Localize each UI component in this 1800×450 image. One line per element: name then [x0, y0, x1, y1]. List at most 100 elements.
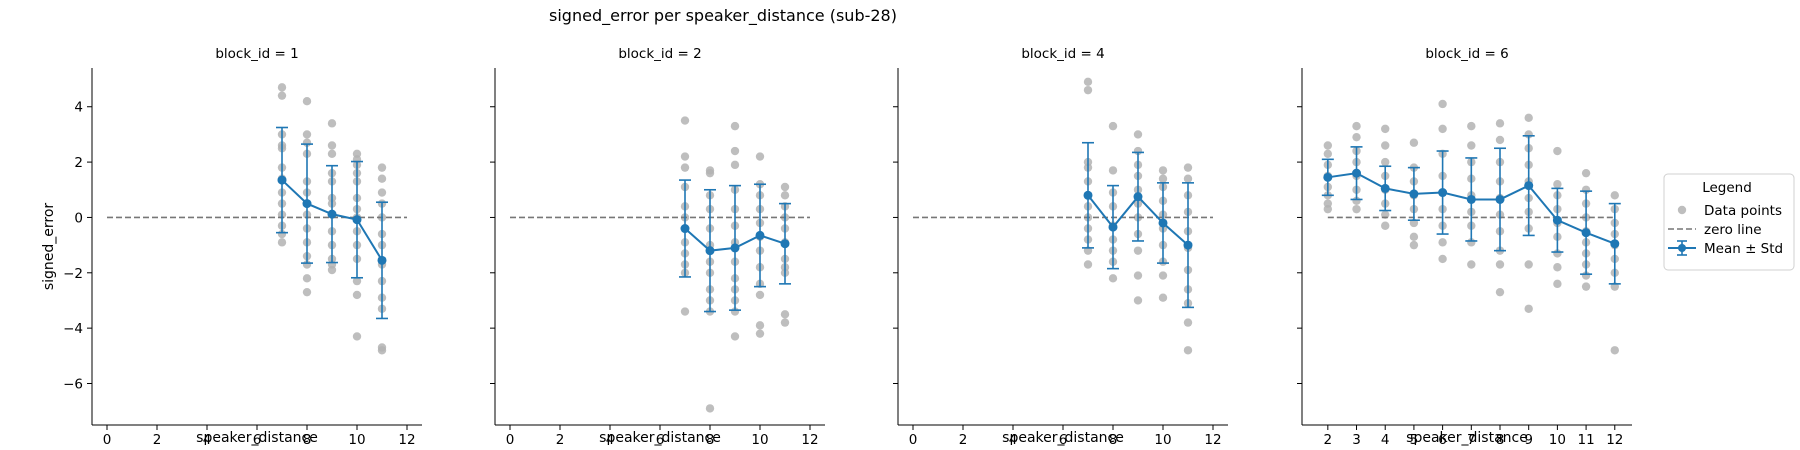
mean-point: [1183, 240, 1193, 250]
panel-1: block_id = 10 2 4 6 8 10 12−6−4−2024speaker_di…: [41, 46, 422, 448]
data-point: [680, 307, 690, 316]
data-point: [1553, 180, 1562, 189]
data-point: [755, 290, 765, 300]
data-point: [327, 119, 337, 128]
x-tick-label: 12: [1606, 432, 1623, 448]
data-point: [377, 188, 387, 197]
data-point: [1524, 260, 1533, 269]
data-point: [1524, 113, 1533, 123]
data-point: [1438, 124, 1447, 134]
panel-2: block_id = 2 0 2 4 6 8 10 12 speaker_distance: [490, 46, 825, 448]
data-point: [755, 321, 765, 330]
mean-point: [1352, 168, 1362, 178]
mean-point: [1438, 188, 1448, 198]
data-point: [1352, 121, 1361, 131]
data-point: [377, 346, 387, 355]
data-point: [730, 332, 740, 341]
data-point: [277, 83, 287, 92]
data-point: [1438, 99, 1447, 109]
x-tick-label: 3: [1352, 432, 1361, 448]
x-tick-label: 10: [1549, 432, 1566, 448]
data-point: [377, 174, 387, 183]
x-tick-label: 10: [751, 432, 768, 448]
mean-point: [780, 239, 790, 249]
data-point: [1467, 121, 1476, 131]
mean-point: [377, 255, 387, 265]
data-point: [1381, 124, 1390, 134]
x-tick-label: 6: [1438, 432, 1447, 448]
data-point: [780, 182, 790, 192]
y-tick-label: 2: [74, 155, 83, 171]
x-tick-label: 12: [801, 432, 818, 448]
data-point: [1553, 263, 1562, 272]
x-tick-label: 12: [1204, 432, 1221, 448]
x-tick-label: 12: [398, 432, 415, 448]
data-point: [780, 191, 790, 200]
mean-point: [352, 215, 362, 225]
mean-point: [705, 246, 715, 256]
data-point: [1323, 141, 1333, 150]
data-point: [327, 149, 337, 158]
mean-point: [302, 199, 312, 209]
data-point: [730, 121, 740, 131]
data-point: [1553, 279, 1562, 289]
y-tick-label: −2: [63, 266, 83, 282]
data-point: [352, 332, 362, 341]
mean-point: [1158, 218, 1168, 228]
data-point: [1108, 121, 1118, 131]
data-point: [302, 130, 312, 139]
data-point: [705, 168, 715, 178]
data-point: [755, 329, 765, 338]
y-tick-label: 0: [74, 210, 83, 226]
x-tick-label: 4: [1381, 432, 1390, 448]
data-point: [1323, 149, 1333, 158]
data-point: [1495, 119, 1505, 128]
x-tick-label: 4: [1009, 432, 1018, 448]
data-point: [1553, 146, 1562, 156]
legend-title: Legend: [1702, 180, 1752, 196]
data-point: [1581, 168, 1591, 178]
data-point: [327, 265, 337, 275]
x-tick-label: 8: [706, 432, 715, 448]
mean-point: [1083, 190, 1093, 200]
data-point: [277, 91, 287, 100]
panel-4: block_id = 6 2 3 4 5 6 7 8 9 10 11 12 speaker_distan…: [1297, 46, 1632, 448]
data-point: [1581, 282, 1591, 291]
data-point: [1083, 77, 1093, 87]
data-point: [780, 310, 790, 319]
data-point: [1381, 221, 1390, 230]
mean-point: [1380, 183, 1390, 193]
data-point: [730, 160, 740, 170]
y-tick-label: −6: [63, 376, 83, 392]
data-point: [1158, 293, 1168, 302]
x-tick-label: 6: [656, 432, 665, 448]
legend-item-label: Data points: [1704, 203, 1782, 219]
data-point: [1133, 271, 1143, 280]
y-axis-label: signed_error: [41, 203, 57, 291]
data-point: [680, 163, 690, 172]
mean-point: [1108, 222, 1118, 232]
mean-point: [1409, 189, 1419, 199]
data-point: [1083, 85, 1093, 95]
data-point: [1108, 166, 1118, 175]
mean-point: [680, 224, 690, 234]
mean-point: [1466, 194, 1476, 204]
data-point: [1352, 204, 1361, 214]
legend-marker-points: [1677, 205, 1687, 215]
panel-title: block_id = 4: [1021, 46, 1104, 62]
data-point: [1183, 318, 1193, 327]
mean-point: [1552, 215, 1562, 225]
x-tick-label: 8: [1109, 432, 1118, 448]
data-point: [352, 290, 362, 300]
x-tick-label: 7: [1467, 432, 1476, 448]
data-point: [1183, 174, 1193, 183]
panel-title: block_id = 2: [618, 46, 701, 62]
data-point: [327, 141, 337, 150]
x-tick-label: 5: [1410, 432, 1419, 448]
data-point: [1438, 238, 1447, 247]
panel-title: block_id = 6: [1425, 46, 1508, 62]
data-point: [1108, 274, 1118, 283]
mean-point: [1524, 181, 1534, 191]
data-point: [1083, 260, 1093, 269]
